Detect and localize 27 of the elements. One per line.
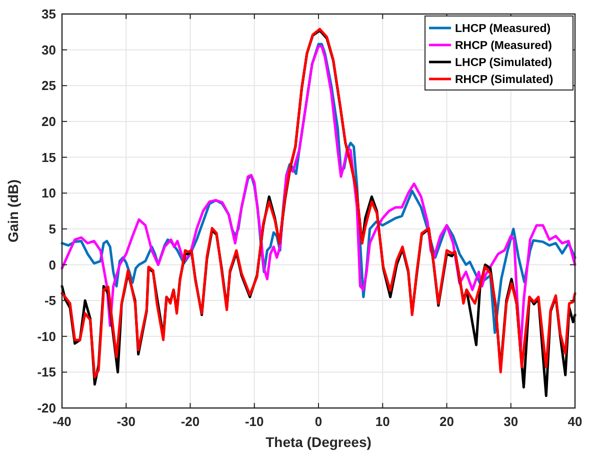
y-tick-label: -20 bbox=[37, 400, 56, 416]
y-tick-label: 25 bbox=[42, 78, 56, 94]
x-tick-label: 0 bbox=[314, 414, 322, 429]
x-tick-label: 30 bbox=[504, 414, 518, 429]
y-tick-label: 0 bbox=[48, 257, 56, 272]
y-tick-label: 30 bbox=[42, 42, 56, 58]
x-tick-label: 10 bbox=[375, 414, 390, 429]
y-tick-label: 10 bbox=[42, 186, 56, 201]
legend-label: RHCP (Measured) bbox=[455, 40, 552, 52]
x-tick-label: -20 bbox=[180, 414, 200, 429]
y-tick-label: -5 bbox=[44, 293, 56, 308]
x-tick-label: -10 bbox=[244, 414, 264, 429]
y-tick-label: -15 bbox=[37, 364, 56, 380]
y-tick-label: -10 bbox=[37, 328, 56, 344]
legend-label: LHCP (Measured) bbox=[455, 23, 551, 36]
x-tick-label: 20 bbox=[440, 414, 454, 429]
y-tick-label: 5 bbox=[48, 221, 56, 236]
x-tick-label: 40 bbox=[568, 414, 582, 429]
x-tick-label: -40 bbox=[52, 414, 72, 429]
legend-label: LHCP (Simulated) bbox=[455, 57, 552, 70]
y-axis-title: Gain (dB) bbox=[5, 180, 21, 242]
x-axis-title: Theta (Degrees) bbox=[266, 434, 372, 450]
y-tick-label: 35 bbox=[42, 6, 56, 22]
legend-label: RHCP (Simulated) bbox=[455, 74, 554, 86]
y-tick-label: 15 bbox=[42, 150, 56, 165]
y-tick-label: 20 bbox=[42, 114, 56, 130]
x-tick-label: -30 bbox=[116, 414, 136, 429]
